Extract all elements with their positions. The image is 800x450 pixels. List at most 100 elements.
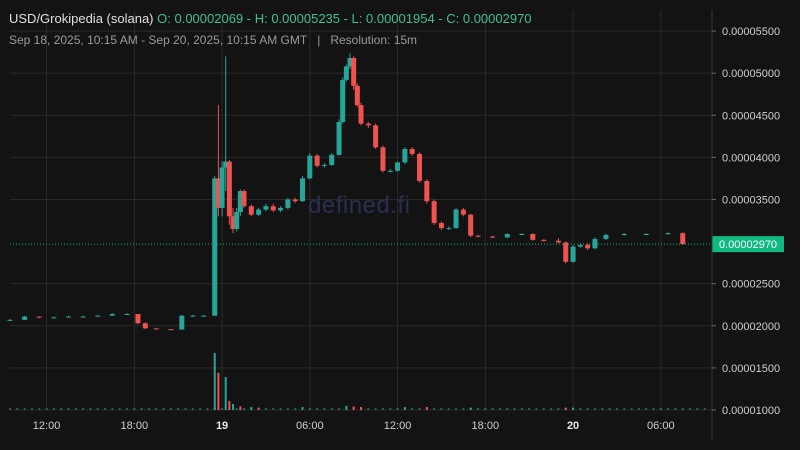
volume-bar [389,408,392,410]
candle-body [109,314,115,316]
volume-bar [374,408,377,410]
volume-bar [301,407,304,410]
volume-bar [667,408,670,410]
volume-bar [550,408,553,410]
volume-bar [433,408,436,410]
candle-body [190,315,196,317]
candle-body [226,161,232,217]
volume-bar [96,408,99,410]
volume-bar [232,404,235,410]
volume-bar [520,408,523,410]
date-range: Sep 18, 2025, 10:15 AM - Sep 20, 2025, 1… [9,33,308,47]
volume-bar [323,408,326,410]
volume-bar [381,408,384,410]
volume-bar [477,408,479,410]
last-price-line: 0.00002970 [10,236,784,253]
volume-bar [396,408,399,410]
volume-bar [338,408,341,410]
volume-bar [67,408,70,410]
candle-body [51,317,57,319]
candle-body [643,234,649,235]
resolution: Resolution: 15m [330,33,418,47]
volume-bar [564,407,567,410]
volume-bar [191,408,194,410]
y-tick-label: 0.00002000 [722,321,780,333]
volume-bar [594,408,596,410]
volume-bar [630,408,633,410]
volume-bar [674,408,677,410]
candle-body [417,154,422,181]
volume-bar [286,408,289,410]
x-tick-label: 06:00 [647,420,675,432]
candle-body [314,155,320,166]
volume-bar [689,408,692,410]
candle-body [219,167,225,208]
volume-bar [572,407,575,410]
volume-bar [557,408,560,410]
volume-bar [330,408,333,410]
volume-bar [535,408,538,410]
candle-body [215,178,221,208]
candle-body [468,214,474,236]
volume-bar [74,408,77,410]
volume-bar [60,408,63,410]
volume-bar [104,408,107,410]
candle-body [460,209,466,215]
volume-bar [89,408,92,410]
x-tick-label: 06:00 [296,420,324,432]
volume-bar [140,408,143,410]
volume-bar [52,408,55,410]
volume-bar [440,408,443,410]
volume-bar [586,408,589,410]
x-tick-label: 20 [567,420,579,432]
volume-bar [250,407,253,410]
volume-bar [206,408,209,410]
volume-bar [484,408,487,410]
y-tick-label: 0.00005500 [722,26,780,38]
volume-bar [455,408,458,410]
volume-bar [659,408,662,410]
candle-body [570,246,576,262]
pair-title: USD/Grokipedia (solana) [9,11,154,26]
volume-bar [169,408,172,410]
candle-body [380,147,386,171]
volume-bar [257,407,260,410]
candle-body [270,206,276,211]
candle-body [395,162,401,171]
separator: | [317,33,321,47]
volume-bar [177,408,180,410]
volume-bar [352,406,355,410]
candle-body [530,234,536,240]
volume-bar [367,408,370,410]
candle-body [603,234,609,240]
candle-body [431,201,437,224]
volume-bar [316,408,319,410]
x-tick-label: 12:00 [33,420,61,432]
candle-body [365,123,371,126]
candle-body [329,154,335,165]
volume-bar [294,408,297,410]
candle-body [212,178,218,316]
volume-bar [9,408,11,410]
candle-body [321,164,327,166]
candle-body [230,216,236,229]
volume-bar [425,407,428,410]
x-tick-label: 12:00 [384,420,412,432]
candle-body [453,209,459,229]
candle-body [541,239,547,241]
volume-bar [23,408,26,410]
volume-bar [615,408,618,410]
candle-body [248,206,254,215]
volume-bar [308,408,311,410]
volume-bar [239,406,242,410]
volume-bar [82,408,85,410]
candlestick-series [7,53,686,331]
volume-bar [491,408,494,410]
candle-body [424,180,430,202]
candle-body [665,233,671,235]
candle-body [256,209,262,215]
volume-bar [528,408,531,410]
candle-body [263,206,269,210]
candle-body [340,79,346,122]
